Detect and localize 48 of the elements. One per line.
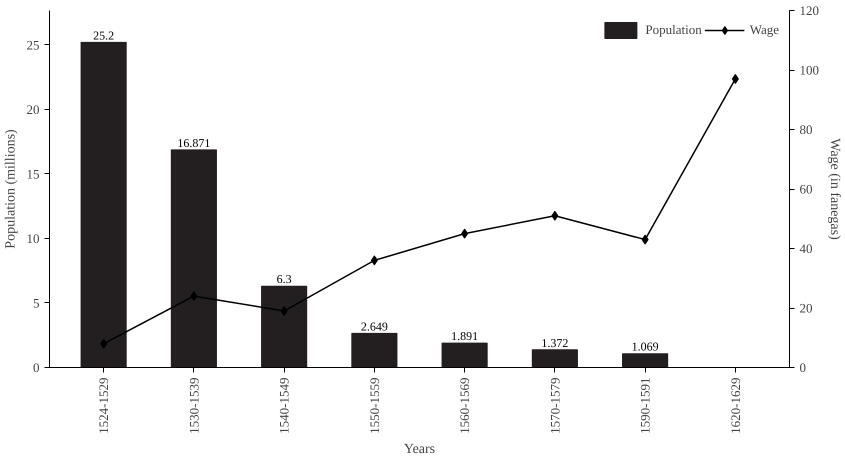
data-label: 2.649 (360, 319, 388, 334)
data-label: 1.372 (541, 336, 568, 350)
x-axis-title: Years (404, 442, 436, 457)
x-tick-label: 1590-1591 (638, 377, 653, 434)
y2-tick-label: 20 (800, 300, 812, 316)
y2-tick-label: 100 (800, 62, 819, 78)
point (190, 291, 198, 302)
x-tick-label: 1524-1529 (96, 377, 112, 434)
x-tick-label: 1620-1629 (728, 377, 743, 434)
data-label: 25.2 (93, 28, 114, 42)
legend-label: Wage (750, 22, 779, 38)
y2-axis-title: Wage (in fanegas) (827, 138, 842, 240)
y2-tick-label: 0 (800, 360, 806, 375)
y2-tick-label: 40 (800, 241, 812, 256)
y-axis-title: Population (millions) (4, 128, 18, 249)
x-tick-label: 1570-1579 (547, 377, 562, 434)
y2-tick-label: 80 (800, 122, 812, 137)
data-label: 16.871 (177, 136, 210, 150)
y-tick-label: 25 (26, 37, 40, 52)
point (370, 255, 378, 266)
point (642, 234, 649, 245)
point (100, 338, 108, 349)
x-tick-label: 1540-1549 (276, 377, 292, 434)
point (461, 228, 468, 239)
y-tick-label: 15 (26, 166, 40, 182)
bar (532, 349, 578, 368)
legend-label: Population (645, 22, 702, 38)
y2-tick-label: 60 (800, 182, 812, 196)
y-tick-label: 10 (26, 230, 40, 246)
bar (80, 42, 127, 368)
data-label: 1.069 (632, 340, 659, 354)
point (280, 306, 288, 316)
bar (261, 286, 308, 368)
data-label: 6.3 (276, 272, 292, 286)
bar (170, 149, 217, 368)
bar (442, 342, 488, 368)
y2-tick-label: 120 (800, 3, 819, 18)
point (551, 210, 558, 221)
bar (351, 332, 398, 368)
x-tick-label: 1550-1559 (366, 377, 382, 434)
y-tick-label: 20 (26, 102, 40, 117)
x-tick-label: 1530-1539 (186, 377, 202, 434)
bar (622, 353, 668, 368)
x-tick-label: 1560-1569 (457, 377, 472, 434)
point (732, 74, 739, 84)
data-label: 1.891 (451, 329, 478, 344)
y-tick-label: 0 (33, 360, 40, 375)
y-tick-label: 5 (33, 295, 40, 310)
